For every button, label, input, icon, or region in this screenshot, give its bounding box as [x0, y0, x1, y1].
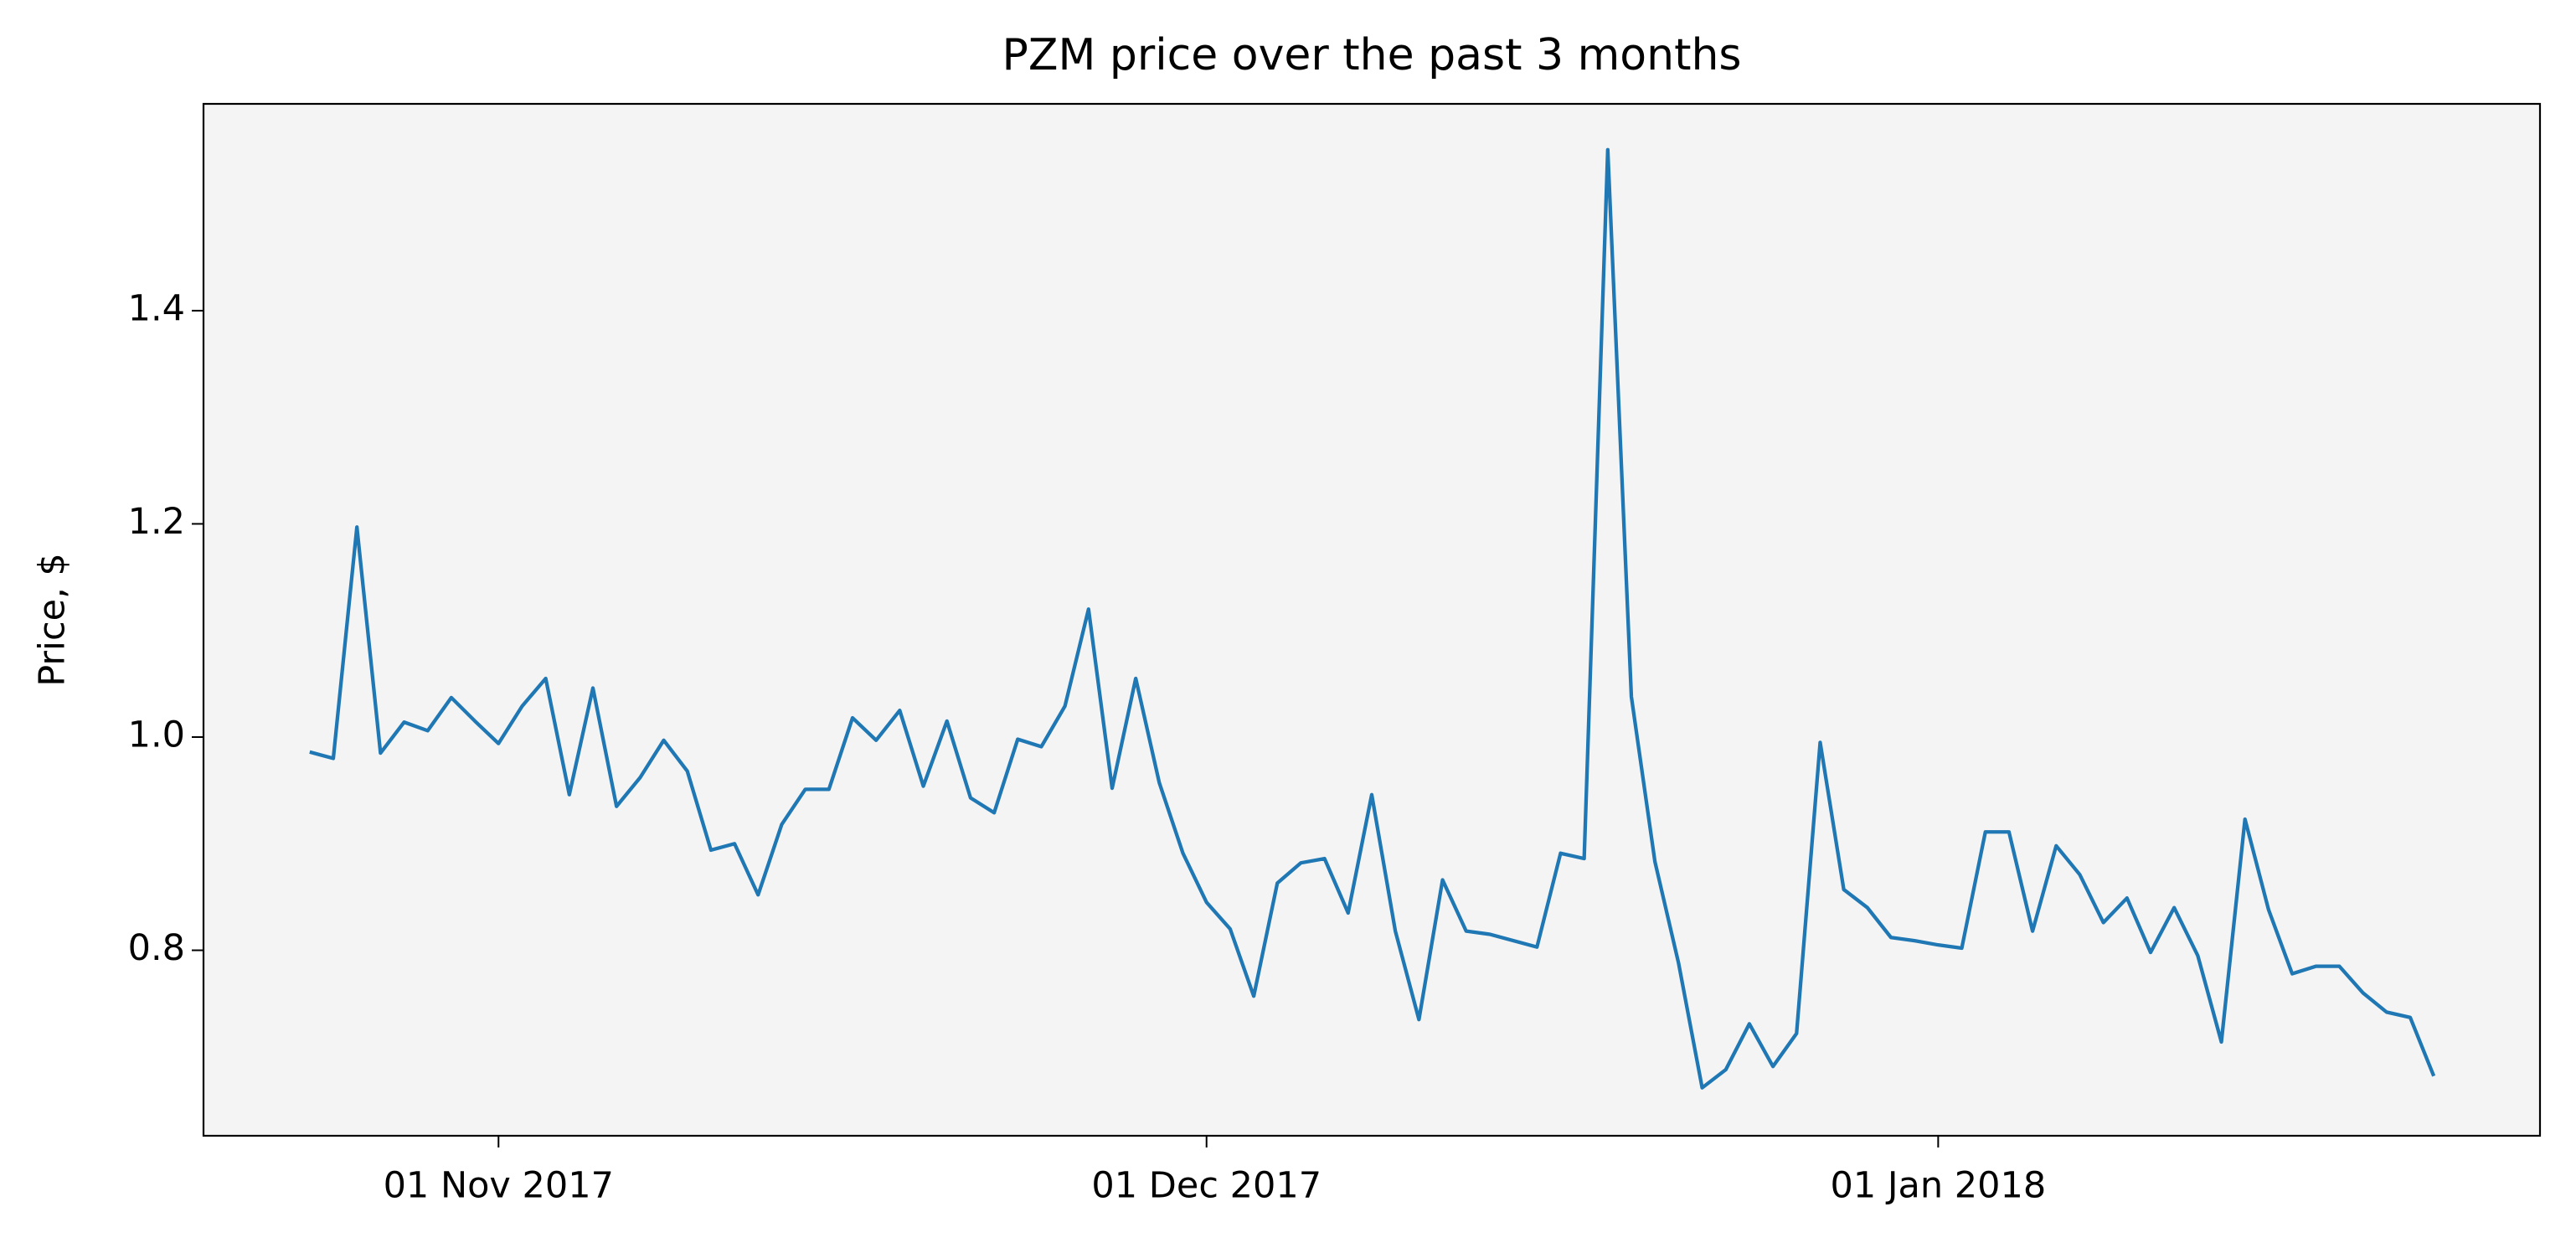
- axes-frame: [202, 102, 2542, 1137]
- chart-title: PZM price over the past 3 months: [1002, 30, 1741, 80]
- y-tick-label: 0.8: [128, 927, 185, 969]
- price-line: [309, 147, 2436, 1090]
- x-tick-label: 01 Jan 2018: [1830, 1165, 2046, 1207]
- y-axis-label: Price, $: [32, 553, 74, 687]
- y-tick-label: 1.0: [128, 714, 185, 756]
- y-tick-label: 1.4: [128, 287, 185, 329]
- x-tick-label: 01 Dec 2017: [1091, 1165, 1321, 1207]
- y-tick-label: 1.2: [128, 501, 185, 543]
- x-tick-label: 01 Nov 2017: [384, 1165, 614, 1207]
- plot-area: [204, 104, 2540, 1136]
